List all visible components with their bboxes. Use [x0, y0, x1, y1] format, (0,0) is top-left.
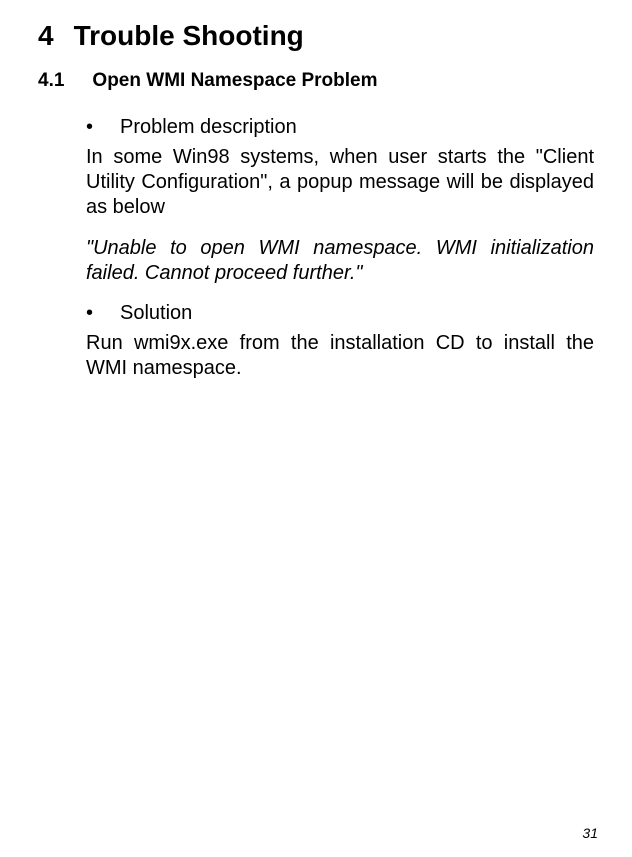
solution-description: Run wmi9x.exe from the installation CD t…	[86, 331, 594, 381]
document-page: 4 Trouble Shooting 4.1 Open WMI Namespace …	[0, 0, 632, 857]
section-content: •Problem description In some Win98 syste…	[38, 116, 594, 381]
page-number: 31	[582, 825, 598, 841]
problem-description: In some Win98 systems, when user starts …	[86, 145, 594, 220]
section-heading: 4.1 Open WMI Namespace Problem	[38, 70, 594, 92]
bullet-solution: •Solution	[86, 302, 594, 325]
chapter-heading: 4 Trouble Shooting	[38, 20, 594, 52]
error-quote: "Unable to open WMI namespace. WMI initi…	[86, 236, 594, 286]
section-title: Open WMI Namespace Problem	[92, 70, 377, 91]
bullet-icon: •	[86, 116, 120, 139]
bullet-problem: •Problem description	[86, 116, 594, 139]
bullet-label-problem: Problem description	[120, 116, 297, 139]
section-number: 4.1	[38, 70, 64, 92]
bullet-icon: •	[86, 302, 120, 325]
chapter-number: 4	[38, 20, 54, 52]
bullet-label-solution: Solution	[120, 302, 192, 325]
chapter-title: Trouble Shooting	[74, 20, 304, 51]
